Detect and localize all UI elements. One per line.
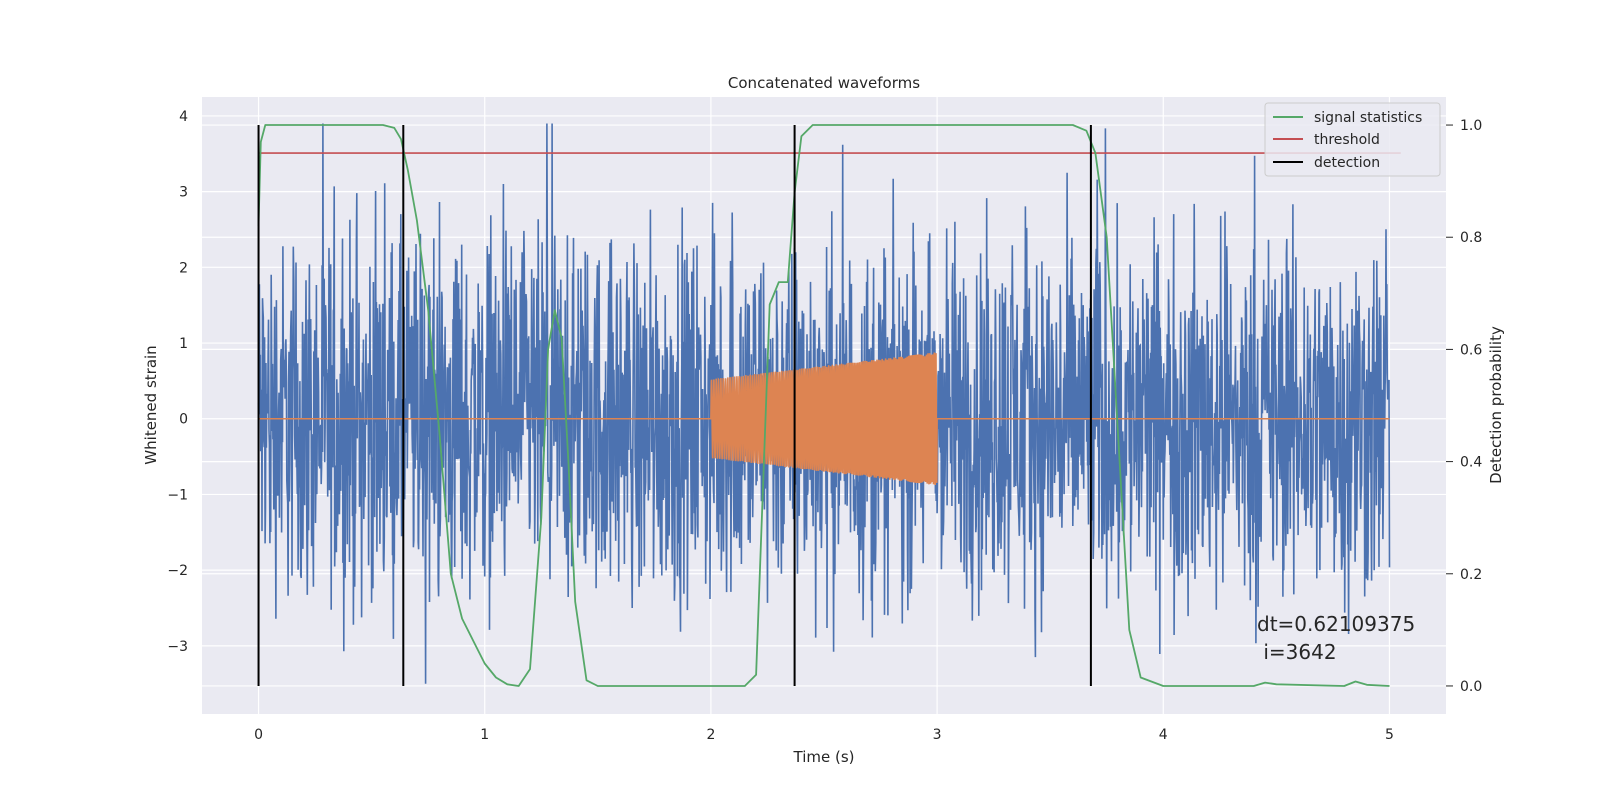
y-tick-label: −3 (167, 639, 188, 655)
signal-statistics-series (257, 124, 1390, 687)
y2-tick-label: 0.6 (1460, 342, 1482, 358)
noise-strain-series (257, 123, 1391, 684)
y-tick-label: 1 (179, 336, 188, 352)
annotation-index: i=3642 (1257, 640, 1337, 664)
y-tick-label: −1 (167, 487, 188, 503)
legend-label-detection: detection (1314, 155, 1380, 171)
y2-tick-label: 0.0 (1460, 679, 1482, 695)
x-tick-label: 1 (480, 727, 489, 743)
x-tick-label: 3 (933, 727, 942, 743)
x-axis-label: Time (s) (793, 748, 855, 766)
y2-tick-label: 0.2 (1460, 567, 1482, 583)
x-tick-label: 0 (254, 727, 263, 743)
y2-axis-label: Detection probability (1487, 326, 1505, 484)
y-tick-label: −2 (167, 563, 188, 579)
y-tick-labels: −3 −2 −1 0 1 2 3 4 (167, 109, 188, 655)
x-tick-label: 4 (1159, 727, 1168, 743)
series-group (257, 123, 1401, 687)
y-tick-label: 2 (179, 260, 188, 276)
legend-label-threshold: threshold (1314, 132, 1380, 148)
annotation-dt: dt=0.62109375 (1257, 612, 1415, 636)
y2-tick-label: 0.8 (1460, 230, 1482, 246)
legend-box (1264, 102, 1441, 177)
injected-signal-series (258, 352, 1390, 486)
x-tick-labels: 0 1 2 3 4 5 (254, 727, 1394, 743)
x-tick-label: 2 (706, 727, 715, 743)
y-axis-label: Whitened strain (142, 345, 160, 464)
y2-tick-labels: 0.0 0.2 0.4 0.6 0.8 1.0 (1446, 118, 1482, 695)
y-tick-label: 3 (179, 185, 188, 201)
y-tick-label: 4 (179, 109, 188, 125)
x-tick-label: 5 (1385, 727, 1394, 743)
chart-title: Concatenated waveforms (728, 74, 920, 92)
legend: signal statistics threshold detection (1264, 102, 1441, 177)
y-tick-label: 0 (179, 412, 188, 428)
legend-label-signal-statistics: signal statistics (1314, 110, 1422, 126)
y2-tick-label: 1.0 (1460, 118, 1482, 134)
y2-tick-label: 0.4 (1460, 455, 1482, 471)
